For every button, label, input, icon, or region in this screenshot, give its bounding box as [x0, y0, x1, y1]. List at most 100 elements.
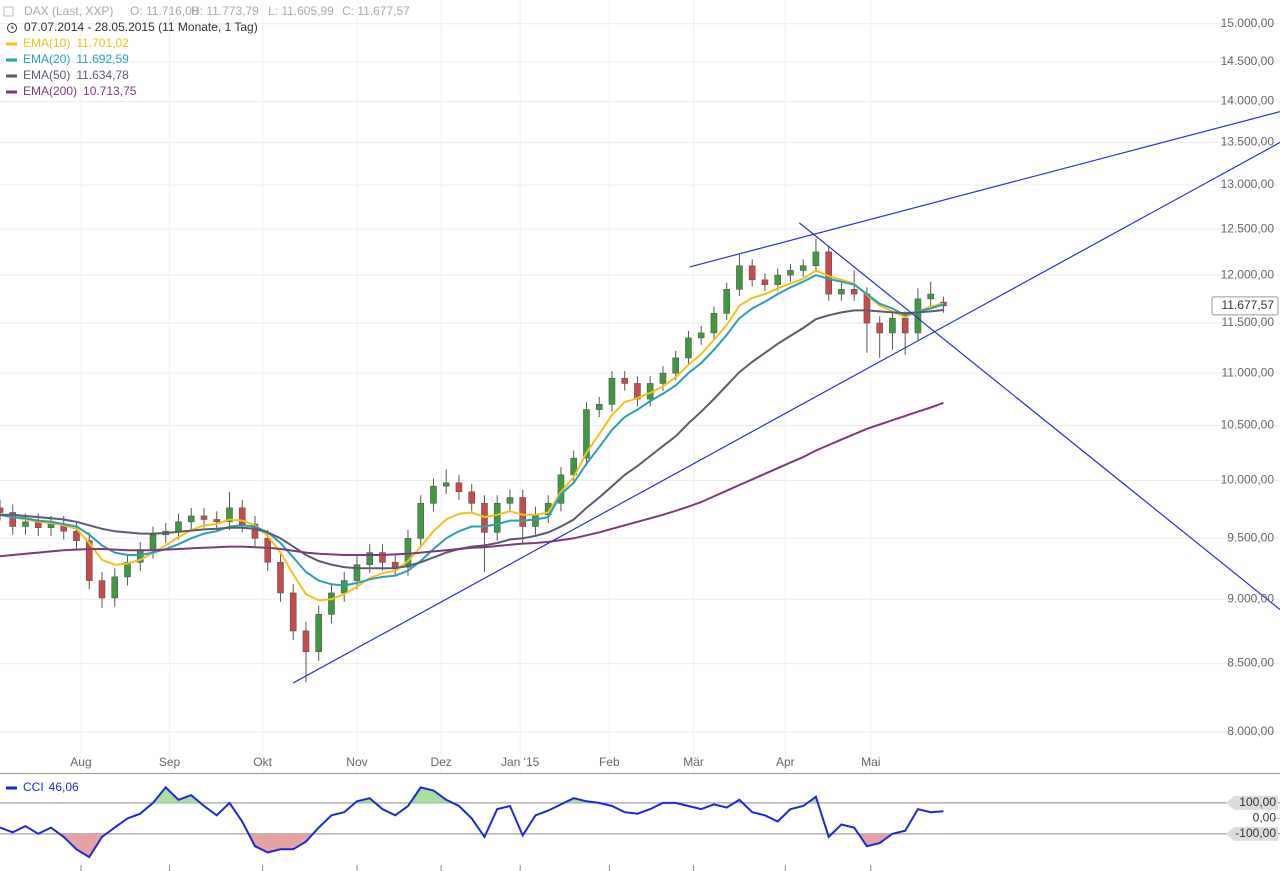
grid: [0, 0, 1280, 835]
y-tick-label: 14.000,00: [1221, 94, 1275, 108]
trendline: [689, 111, 1280, 268]
cci-fill-below: [0, 833, 944, 858]
candle-body: [302, 630, 310, 653]
y-tick-label: 9.500,00: [1227, 530, 1274, 544]
candle-body: [901, 317, 909, 334]
candle-body: [685, 337, 692, 359]
candle-body: [251, 523, 259, 539]
candle-body: [73, 530, 80, 541]
y-tick-label: 11.000,00: [1222, 365, 1275, 379]
y-tick-label: 10.500,00: [1221, 418, 1275, 432]
candle-body: [353, 564, 361, 581]
header: DAX (Last, XXP) O: 11.716,08 H: 11.773,7…: [3, 4, 410, 34]
candle-body: [277, 561, 284, 594]
candle-body: [889, 317, 896, 334]
candle-body: [238, 507, 246, 525]
candle-body: [213, 519, 221, 523]
candle-body: [570, 457, 578, 476]
candle-body: [455, 482, 463, 493]
overlay: 8.000,00 8.500,00 9.000,00 9.500,00 10.000,0…: [6, 16, 1279, 871]
candle-body: [391, 561, 399, 568]
candle-body: [85, 540, 93, 581]
candle-body: [379, 552, 386, 563]
x-tick-label: Mär: [683, 755, 704, 769]
candle-body: [927, 293, 934, 300]
icon: [3, 6, 14, 17]
candle-body: [468, 491, 476, 504]
candle-body: [0, 507, 4, 513]
candle-body: [111, 576, 119, 599]
ohlc: H: 11.773,79: [191, 4, 259, 18]
price-label: 11.677,57: [1222, 298, 1275, 312]
y-tick-label: 12.000,00: [1221, 267, 1275, 281]
y-tick-label: 14.500,00: [1221, 54, 1275, 68]
candle-body: [697, 332, 705, 339]
legend-value: 11.692,59: [76, 52, 129, 66]
candle-body: [328, 592, 335, 615]
candle-body: [226, 507, 233, 523]
candle-body: [264, 537, 272, 563]
legend-value: 46,06: [49, 780, 79, 794]
candle-body: [583, 409, 590, 459]
candle-body: [22, 521, 29, 527]
y-tick-label: 8.500,00: [1227, 656, 1274, 670]
candle-body: [506, 497, 514, 504]
candle-body: [175, 521, 182, 532]
candle-body: [149, 534, 157, 551]
candle-body: [838, 289, 845, 295]
candle-body: [608, 377, 616, 405]
candle-body: [787, 270, 794, 276]
x-tick-label: Aug: [70, 755, 91, 769]
x-tick-label: Nov: [346, 755, 367, 769]
candle-body: [825, 251, 832, 295]
price-box: [1211, 296, 1279, 316]
plot: [0, 111, 1280, 859]
y2-tick-label: -100,00: [1235, 826, 1276, 840]
instrument: DAX (Last, XXP): [24, 4, 113, 18]
y2-tick-label: 100,00: [1239, 795, 1276, 809]
x-tick-label: Feb: [599, 755, 620, 769]
ohlc: L: 11.605,99: [268, 4, 334, 18]
candle-body: [366, 552, 374, 565]
y-tick-label: 10.000,00: [1221, 473, 1275, 487]
candle-body: [430, 485, 437, 504]
legend-label: EMA(20): [23, 52, 70, 66]
candle-body: [315, 614, 323, 653]
y-tick-label: 8.000,00: [1227, 724, 1274, 738]
x-tick-label: Sep: [159, 755, 181, 769]
candle-body: [761, 279, 769, 285]
candle-body: [98, 580, 106, 599]
candle-body: [493, 502, 501, 533]
y-tick-label: 11.500,00: [1222, 315, 1275, 329]
candle-body: [9, 512, 17, 527]
candle-body: [723, 289, 730, 314]
clock-icon: [7, 23, 17, 33]
ohlc: O: 11.716,08: [130, 4, 199, 18]
y-tick-label: 9.000,00: [1227, 591, 1274, 605]
candle-body: [595, 403, 603, 410]
x-tick-label: Apr: [776, 755, 795, 769]
period: 07.07.2014 - 28.05.2015 (11 Monate, 1 Ta…: [24, 20, 258, 34]
legend-value: 10.713,75: [83, 84, 137, 98]
trendline: [292, 141, 1280, 684]
legend-label: CCI: [23, 780, 44, 794]
candle-body: [340, 580, 348, 594]
clock-hand: [11, 25, 14, 29]
candle-body: [442, 482, 450, 487]
x-tick-label: Jan '15: [501, 755, 540, 769]
y-tick-label: 13.500,00: [1221, 135, 1275, 149]
candle-body: [47, 523, 55, 528]
tick-box: [1226, 795, 1278, 810]
y-tick-label: 15.000,00: [1221, 16, 1275, 30]
legend-label: EMA(200): [23, 84, 77, 98]
ema-line: [0, 401, 944, 558]
legend-label: EMA(50): [23, 68, 70, 82]
legend-value: 11.634,78: [76, 68, 129, 82]
ema-line: [0, 309, 944, 570]
x-tick-label: Okt: [253, 755, 272, 769]
candle-body: [200, 515, 208, 520]
candle-body: [850, 289, 858, 295]
